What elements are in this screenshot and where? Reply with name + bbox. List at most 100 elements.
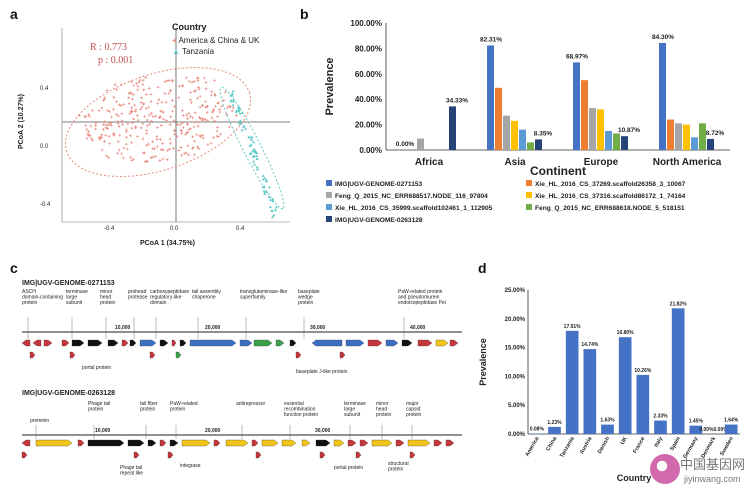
pcoa-point [204,105,208,109]
pcoa-point [267,185,271,189]
position-label: 20,000 [205,428,221,434]
data-label: 10.26% [634,368,652,374]
pcoa-point [173,129,176,132]
pcoa-point [168,147,171,151]
gene-label: tail fiber protein [140,401,158,413]
pcoa-point [229,98,233,102]
pcoa-point [193,120,197,124]
gene-arrow [169,439,179,447]
pcoa-point [248,144,252,147]
pcoa-point [204,81,208,84]
panel-letter-b: b [300,6,309,22]
pcoa-point [168,137,172,141]
pcoa-point [269,198,273,201]
pcoa-point [198,134,202,137]
pcoa-ylabel: PCoA 2 (10.27%) [17,94,25,149]
pcoa-point [268,205,272,209]
x-tick-label: Africa [415,157,444,168]
pcoa-point [156,85,160,89]
pcoa-point [202,117,206,121]
legend-label: Feng_Q_2015_NC_ERR688517.NODE_116_97804 [335,193,488,200]
pcoa-point [273,208,277,212]
pcoa-point [87,113,91,116]
pcoa-point [201,104,204,107]
data-label: 10.87% [618,127,640,134]
pcoa-point [84,124,88,127]
pcoa-point [177,96,181,100]
position-label: 30,000 [310,325,326,331]
pcoa-point [237,105,241,109]
y-tick-label: 15.00% [505,346,526,352]
pcoa-point [94,121,98,125]
gene-arrow [407,439,431,447]
pcoa-point [89,124,93,128]
data-label: 1.64% [724,418,739,424]
legend-marker-cross-icon: + [172,36,177,45]
pcoa-point [267,195,271,198]
pcoa-point [105,89,109,92]
legend-label: Xie_HL_2016_CS_37269.scaffold26358_3_100… [535,181,686,188]
pcoa-point [187,80,191,83]
pcoa-point [130,159,133,162]
pcoa-point [250,138,254,141]
pcoa-point [115,88,118,91]
pcoa-points-group2 [229,89,278,219]
gene-arrow [121,339,129,347]
pcoa-point [253,150,257,154]
pcoa-point [270,209,274,212]
pcoa-point [135,82,138,85]
x-tick-label: Tanzania [559,435,576,459]
y-tick-label: 25.00% [505,288,526,294]
pcoa-point [164,101,168,104]
pcoa-point [130,141,133,144]
gene-arrow [159,439,167,447]
data-label: 1.63% [600,418,615,424]
pcoa-point [274,205,278,209]
pcoa-point [104,126,108,130]
data-label: 0.08% [530,427,545,433]
pcoa-point [210,90,214,93]
pcoa-point [130,126,134,130]
pcoa-point [156,102,159,105]
pcoa-xtick: 0.4 [236,226,245,232]
x-tick-label: Spain [669,435,682,452]
pcoa-point [132,157,135,161]
pcoa-point [130,110,134,113]
pcoa-point [147,87,151,90]
pcoa-point [136,88,140,92]
bar [621,136,628,150]
pcoa-point [228,104,231,108]
gene-arrow [21,339,31,347]
legend-swatch [526,204,532,210]
pcoa-point [150,119,153,123]
bar [689,425,703,434]
gene-arrow [347,439,357,447]
pcoa-point [100,148,104,152]
pcoa-point [252,160,256,163]
pcoa-point [151,140,154,144]
pcoa-point [226,106,229,109]
bar [503,115,510,150]
pcoa-point [193,139,196,143]
pcoa-point [212,136,215,139]
pcoa-point [171,78,174,82]
pcoa-point [176,123,180,126]
pcoa-point [159,138,162,141]
pcoa-point [103,120,106,123]
x-tick-label: North America [653,157,722,168]
pcoa-point [210,93,213,97]
pcoa-point [270,215,274,219]
gene-label: Phage tail protein [88,401,110,413]
pcoa-point [198,105,202,109]
pcoa-point [216,115,219,118]
genome-title: IMG|UGV-GENOME-0263128 [22,390,115,397]
pcoa-point [116,151,119,155]
pcoa-point [154,154,157,158]
pcoa-point [141,83,145,86]
gene-arrow [35,439,73,447]
gene-label: terminase large subunit [66,289,88,306]
pcoa-point [255,165,259,169]
pcoa-point [230,109,234,113]
bar [613,133,620,150]
pcoa-point [181,84,184,87]
